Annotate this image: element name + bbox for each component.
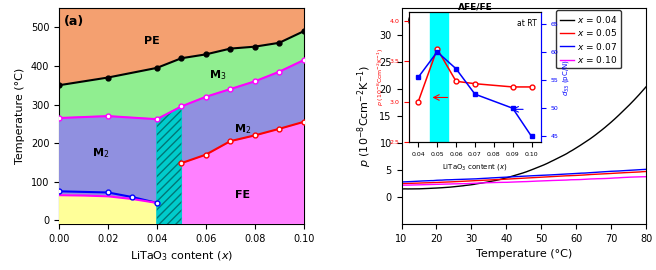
Polygon shape (59, 195, 157, 224)
$x$ = 0.10 (642, 175, 650, 178)
Y-axis label: $p$ (10$^{-8}$Ccm$^{-2}$K$^{-1}$): $p$ (10$^{-8}$Ccm$^{-2}$K$^{-1}$) (355, 65, 374, 167)
X-axis label: Temperature (°C): Temperature (°C) (476, 249, 572, 259)
Text: FE: FE (235, 190, 250, 200)
$x$ = 0.10 (398, 184, 405, 187)
$x$ = 0.05 (642, 170, 650, 173)
$x$ = 0.04 (642, 85, 650, 88)
$x$ = 0.10 (588, 177, 596, 181)
$x$ = 0.05 (399, 182, 407, 185)
Text: M$_3$: M$_3$ (209, 69, 227, 83)
$x$ = 0.07 (475, 177, 483, 180)
Text: M$_1$: M$_1$ (75, 202, 92, 216)
$x$ = 0.04 (475, 182, 483, 185)
$x$ = 0.04 (558, 154, 566, 158)
Text: (a): (a) (64, 15, 84, 28)
Polygon shape (181, 122, 304, 224)
$x$ = 0.07 (618, 169, 626, 172)
$x$ = 0.05 (588, 173, 596, 176)
Text: (b): (b) (407, 15, 427, 28)
Y-axis label: Temperature (°C): Temperature (°C) (15, 68, 26, 164)
Legend: $x$ = 0.04, $x$ = 0.05, $x$ = 0.07, $x$ = 0.10: $x$ = 0.04, $x$ = 0.05, $x$ = 0.07, $x$ … (556, 11, 621, 69)
$x$ = 0.07 (398, 180, 405, 184)
$x$ = 0.07 (558, 173, 566, 176)
$x$ = 0.04 (618, 110, 626, 114)
Text: PE: PE (144, 36, 160, 46)
$x$ = 0.05 (398, 182, 405, 185)
$x$ = 0.10 (398, 184, 406, 187)
$x$ = 0.10 (467, 182, 475, 185)
X-axis label: LiTaO$_3$ content ($x$): LiTaO$_3$ content ($x$) (130, 249, 233, 263)
Polygon shape (59, 31, 304, 119)
Polygon shape (59, 8, 304, 85)
$x$ = 0.10 (458, 182, 466, 185)
Y-axis label: $d_{33}$ (pC/N): $d_{33}$ (pC/N) (562, 59, 571, 96)
$x$ = 0.04 (466, 183, 474, 187)
Polygon shape (181, 60, 304, 163)
$x$ = 0.10 (619, 176, 626, 179)
Line: $x$ = 0.04: $x$ = 0.04 (401, 87, 646, 189)
$x$ = 0.10 (558, 178, 566, 182)
$x$ = 0.04 (398, 187, 405, 191)
$x$ = 0.07 (457, 178, 465, 181)
$x$ = 0.04 (457, 184, 465, 188)
Text: M$_2$: M$_2$ (92, 146, 110, 160)
$x$ = 0.10 (476, 181, 483, 185)
$x$ = 0.07 (588, 171, 596, 174)
$x$ = 0.05 (476, 179, 483, 182)
$x$ = 0.07 (466, 177, 474, 181)
$x$ = 0.05 (467, 179, 475, 183)
$x$ = 0.05 (619, 171, 626, 174)
$x$ = 0.05 (558, 174, 566, 178)
$x$ = 0.05 (458, 180, 466, 183)
$x$ = 0.04 (588, 136, 596, 139)
Text: M$_2$: M$_2$ (234, 123, 251, 137)
Polygon shape (157, 106, 181, 224)
$x$ = 0.07 (642, 168, 650, 171)
Line: $x$ = 0.05: $x$ = 0.05 (401, 171, 646, 184)
Line: $x$ = 0.07: $x$ = 0.07 (401, 169, 646, 182)
Line: $x$ = 0.10: $x$ = 0.10 (401, 177, 646, 185)
Polygon shape (59, 116, 157, 203)
